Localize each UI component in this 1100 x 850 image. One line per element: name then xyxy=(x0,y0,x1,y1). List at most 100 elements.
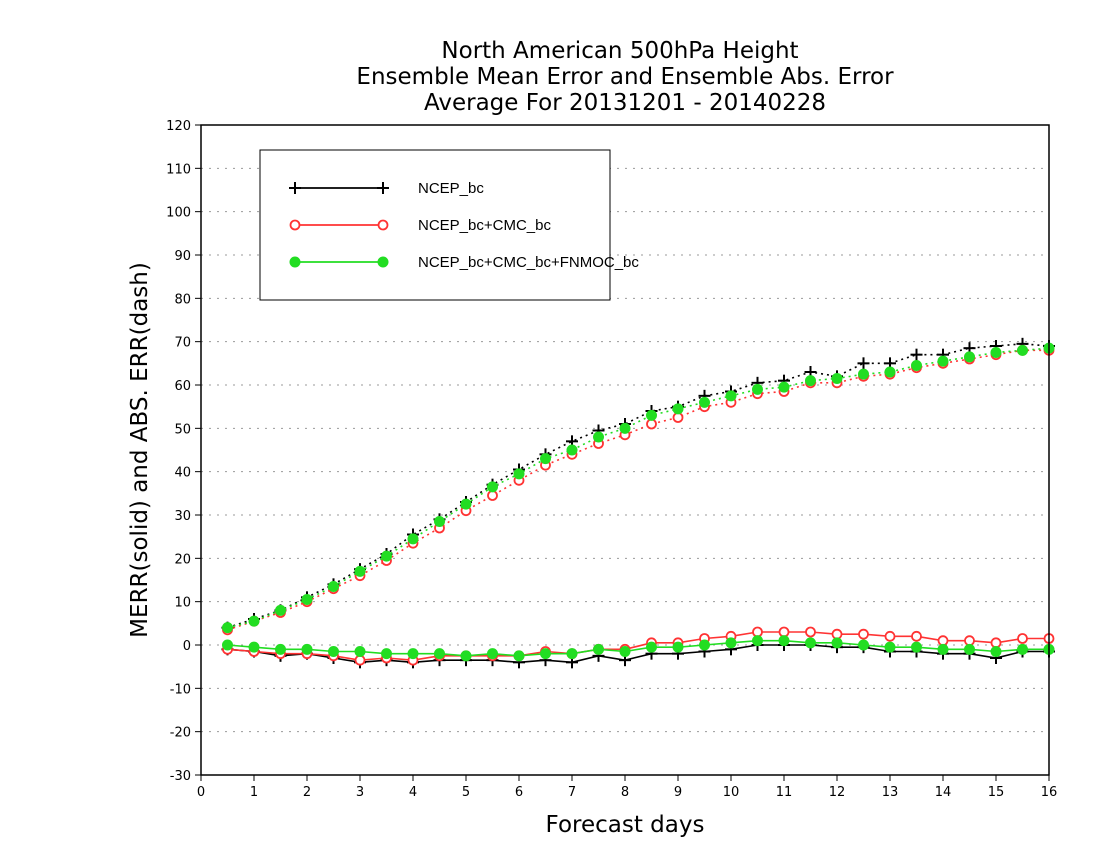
legend-item-1: NCEP_bc xyxy=(289,180,484,197)
abs-err-point-3 xyxy=(381,550,392,562)
abs-err-point-3 xyxy=(275,604,286,616)
abs-err-point-3 xyxy=(248,615,260,627)
series-2 xyxy=(222,344,1055,666)
x-tick-label: 13 xyxy=(882,785,899,800)
legend-item-2: NCEP_bc+CMC_bc xyxy=(289,217,551,234)
merr-point-3 xyxy=(672,641,684,653)
abs-err-point-3 xyxy=(672,403,684,415)
legend-label: NCEP_bc+CMC_bc xyxy=(418,217,551,234)
merr-point-3 xyxy=(752,635,763,647)
abs-err-point-3 xyxy=(858,368,869,380)
abs-err-point-3 xyxy=(1017,344,1028,356)
abs-err-point-2 xyxy=(672,412,684,423)
y-axis-ticks: -30 -20 -10 0 10 20 30 40 50 60 70 80 90 100 110 120 xyxy=(166,119,201,784)
x-tick-label: 0 xyxy=(197,785,205,800)
merr-point-3 xyxy=(990,646,1002,657)
merr-line-3 xyxy=(227,639,1049,657)
merr-point-3 xyxy=(646,641,657,653)
merr-point-3 xyxy=(407,648,419,660)
abs-err-point-3 xyxy=(964,351,975,363)
merr-point-3 xyxy=(1017,643,1028,655)
merr-point-3 xyxy=(725,637,737,649)
merr-point-2 xyxy=(354,654,366,666)
merr-point-2 xyxy=(937,635,949,647)
merr-point-3 xyxy=(275,643,286,655)
abs-err-point-1 xyxy=(910,348,923,361)
merr-point-2 xyxy=(990,637,1002,649)
x-tick-label: 11 xyxy=(776,785,793,800)
y-tick-label: -30 xyxy=(170,769,191,784)
x-tick-label: 5 xyxy=(462,785,470,800)
x-tick-label: 14 xyxy=(935,785,952,800)
x-axis-ticks: 0 1 2 3 4 5 6 7 8 9 10 11 12 13 14 15 16 xyxy=(197,775,1057,800)
abs-err-point-3 xyxy=(487,481,498,493)
y-tick-label: 120 xyxy=(166,119,191,134)
abs-err-point-3 xyxy=(434,516,445,527)
merr-point-3 xyxy=(487,648,498,660)
merr-point-2 xyxy=(805,626,816,638)
abs-err-point-3 xyxy=(301,594,313,605)
merr-point-2 xyxy=(752,626,763,638)
merr-point-3 xyxy=(964,643,975,655)
x-tick-label: 1 xyxy=(250,785,258,800)
title-line-3: Average For 20131201 - 20140228 xyxy=(424,90,826,116)
abs-err-line-2 xyxy=(227,349,1049,631)
x-tick-label: 2 xyxy=(303,785,311,800)
abs-err-point-3 xyxy=(778,381,790,393)
legend-item-3: NCEP_bc+CMC_bc+FNMOC_bc xyxy=(289,254,639,271)
abs-err-point-3 xyxy=(222,622,233,634)
abs-err-point-2 xyxy=(487,490,498,501)
abs-err-point-3 xyxy=(725,390,737,402)
x-tick-label: 10 xyxy=(723,785,740,800)
abs-err-point-3 xyxy=(460,498,472,510)
x-tick-label: 16 xyxy=(1041,785,1058,800)
legend-marker-right xyxy=(377,256,389,268)
abs-err-point-3 xyxy=(884,366,896,378)
x-tick-label: 8 xyxy=(621,785,629,800)
y-tick-label: 80 xyxy=(174,292,191,307)
merr-point-2 xyxy=(884,630,896,642)
y-tick-label: -10 xyxy=(170,682,191,697)
x-tick-label: 7 xyxy=(568,785,576,800)
legend: NCEP_bc NCEP_bc+CMC_bc NCEP_bc+CMC_bc+FNMO… xyxy=(259,149,639,301)
merr-point-2 xyxy=(778,626,790,638)
merr-point-3 xyxy=(540,648,551,660)
abs-err-point-3 xyxy=(990,347,1002,358)
x-axis-label: Forecast days xyxy=(546,812,705,838)
abs-err-point-2 xyxy=(646,418,657,430)
merr-point-3 xyxy=(831,637,843,649)
title-line-1: North American 500hPa Height xyxy=(441,38,798,64)
merr-point-3 xyxy=(778,635,790,647)
y-tick-label: 0 xyxy=(183,639,191,654)
title-line-2: Ensemble Mean Error and Ensemble Abs. Er… xyxy=(356,64,894,90)
merr-point-3 xyxy=(460,650,472,662)
chart-title: North American 500hPa Height Ensemble Me… xyxy=(356,38,894,116)
x-tick-label: 4 xyxy=(409,785,417,800)
merr-point-3 xyxy=(434,648,445,660)
abs-err-point-3 xyxy=(911,360,922,371)
abs-err-point-3 xyxy=(328,581,339,592)
series-1 xyxy=(221,337,1055,669)
legend-marker-right xyxy=(377,219,389,231)
abs-err-line-1 xyxy=(227,343,1050,629)
merr-point-3 xyxy=(354,646,366,657)
abs-err-point-3 xyxy=(513,468,525,480)
legend-marker-left xyxy=(289,256,301,268)
merr-point-2 xyxy=(831,628,843,640)
y-tick-label: 100 xyxy=(166,206,191,221)
merr-point-3 xyxy=(937,643,949,655)
x-tick-label: 15 xyxy=(988,785,1005,800)
abs-err-point-3 xyxy=(752,383,763,395)
y-tick-label: 50 xyxy=(174,422,191,437)
merr-point-3 xyxy=(593,643,604,655)
y-tick-label: 70 xyxy=(174,336,191,351)
x-tick-label: 9 xyxy=(674,785,682,800)
abs-err-line-3 xyxy=(227,347,1050,629)
merr-point-3 xyxy=(911,641,922,653)
y-tick-label: 30 xyxy=(174,509,191,524)
plot-frame xyxy=(200,124,1050,776)
y-tick-label: -20 xyxy=(170,726,191,741)
abs-err-point-3 xyxy=(619,422,631,434)
merr-point-2 xyxy=(858,628,869,640)
